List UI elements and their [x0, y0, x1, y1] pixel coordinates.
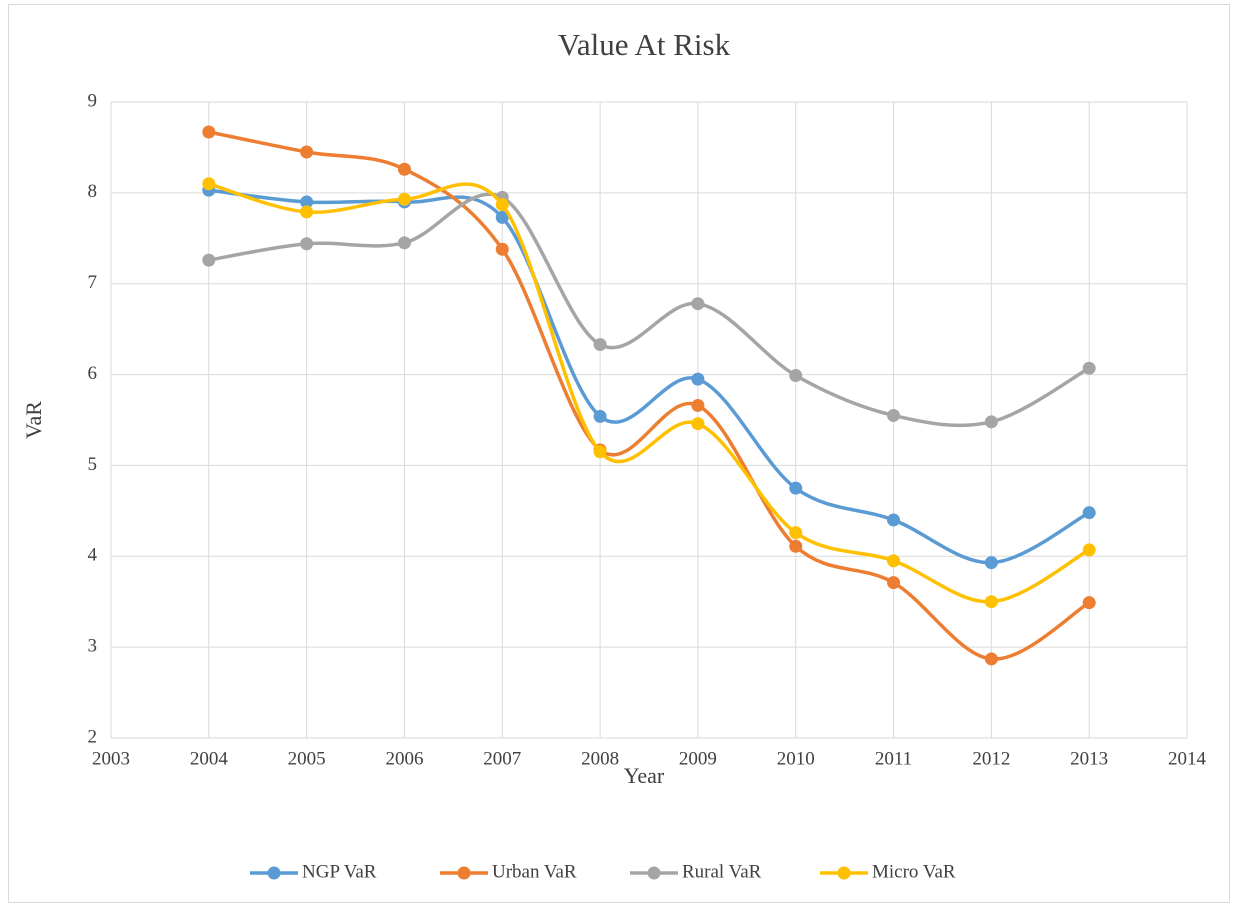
legend-marker: [457, 866, 471, 880]
legend-marker: [837, 866, 851, 880]
data-point: [691, 297, 705, 311]
data-point: [202, 177, 216, 191]
series-line: [208, 130, 1091, 661]
data-point: [397, 192, 411, 206]
legend-label: Micro VaR: [872, 861, 956, 882]
series-line: [208, 192, 1091, 428]
x-tick-label: 2007: [483, 748, 521, 769]
y-tick-label: 3: [88, 636, 98, 657]
data-point: [300, 145, 314, 159]
data-point: [300, 205, 314, 219]
data-point: [202, 125, 216, 139]
x-axis-label: Year: [624, 763, 665, 788]
data-point: [495, 210, 509, 224]
data-point: [691, 372, 705, 386]
y-tick-label: 9: [88, 90, 98, 111]
data-point: [789, 526, 803, 540]
y-tick-label: 6: [88, 363, 98, 384]
legend-marker: [647, 866, 661, 880]
data-point: [984, 595, 998, 609]
data-point: [887, 554, 901, 568]
x-tick-label: 2011: [875, 748, 912, 769]
x-tick-label: 2014: [1168, 748, 1207, 769]
y-tick-label: 8: [88, 181, 98, 202]
y-tick-label: 4: [88, 545, 98, 566]
x-tick-label: 2009: [679, 748, 717, 769]
data-point: [789, 539, 803, 553]
data-point: [1082, 543, 1096, 557]
data-point: [593, 338, 607, 352]
x-tick-label: 2005: [288, 748, 326, 769]
legend-label: Urban VaR: [492, 861, 577, 882]
x-tick-label: 2013: [1070, 748, 1108, 769]
data-point: [789, 368, 803, 382]
data-point: [691, 398, 705, 412]
y-tick-label: 7: [88, 272, 98, 293]
y-tick-label: 2: [88, 726, 98, 747]
data-point: [495, 242, 509, 256]
y-tick-label: 5: [88, 454, 98, 475]
data-point: [1082, 361, 1096, 375]
data-point: [984, 556, 998, 570]
legend-label: Rural VaR: [682, 861, 762, 882]
x-tick-label: 2012: [972, 748, 1010, 769]
data-point: [593, 445, 607, 459]
data-point: [984, 415, 998, 429]
data-point: [593, 409, 607, 423]
data-point: [300, 195, 314, 209]
chart-title: Value At Risk: [558, 27, 731, 62]
data-point: [495, 198, 509, 212]
data-point: [691, 417, 705, 431]
y-axis-label: VaR: [21, 401, 46, 439]
series-line: [208, 182, 1091, 604]
data-point: [397, 162, 411, 176]
legend-label: NGP VaR: [302, 861, 377, 882]
data-point: [887, 576, 901, 590]
x-tick-label: 2010: [777, 748, 815, 769]
data-point: [887, 513, 901, 527]
x-tick-label: 2008: [581, 748, 619, 769]
legend-marker: [267, 866, 281, 880]
data-point: [789, 481, 803, 495]
data-point: [887, 408, 901, 422]
data-point: [1082, 506, 1096, 520]
data-point: [397, 236, 411, 250]
data-point: [202, 253, 216, 267]
x-tick-label: 2006: [385, 748, 423, 769]
x-tick-label: 2004: [190, 748, 229, 769]
data-point: [300, 237, 314, 251]
data-point: [984, 652, 998, 666]
x-tick-label: 2003: [92, 748, 130, 769]
data-point: [1082, 596, 1096, 610]
